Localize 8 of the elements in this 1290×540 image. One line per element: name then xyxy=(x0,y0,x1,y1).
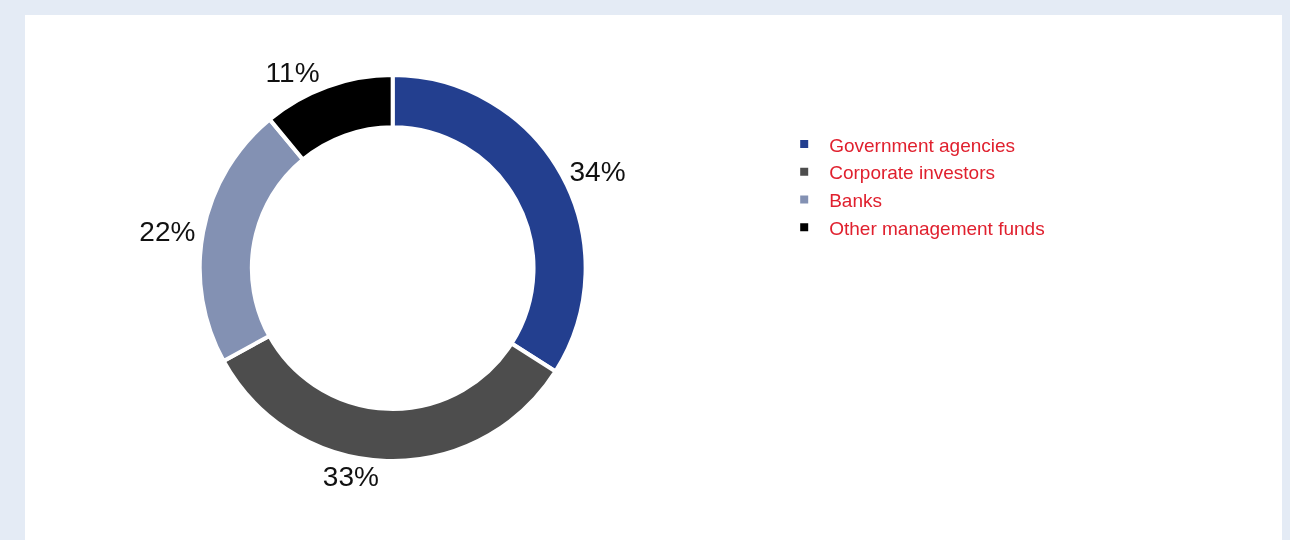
data-label: 11% xyxy=(265,57,320,89)
legend-label: Government agencies xyxy=(829,134,1016,156)
legend-label: Corporate investors xyxy=(829,162,995,184)
data-label: 34% xyxy=(569,156,626,187)
data-label: 22% xyxy=(139,215,196,247)
data-label: 33% xyxy=(322,460,379,492)
legend-label: Banks xyxy=(829,189,883,211)
legend-label: Other management funds xyxy=(829,217,1045,239)
